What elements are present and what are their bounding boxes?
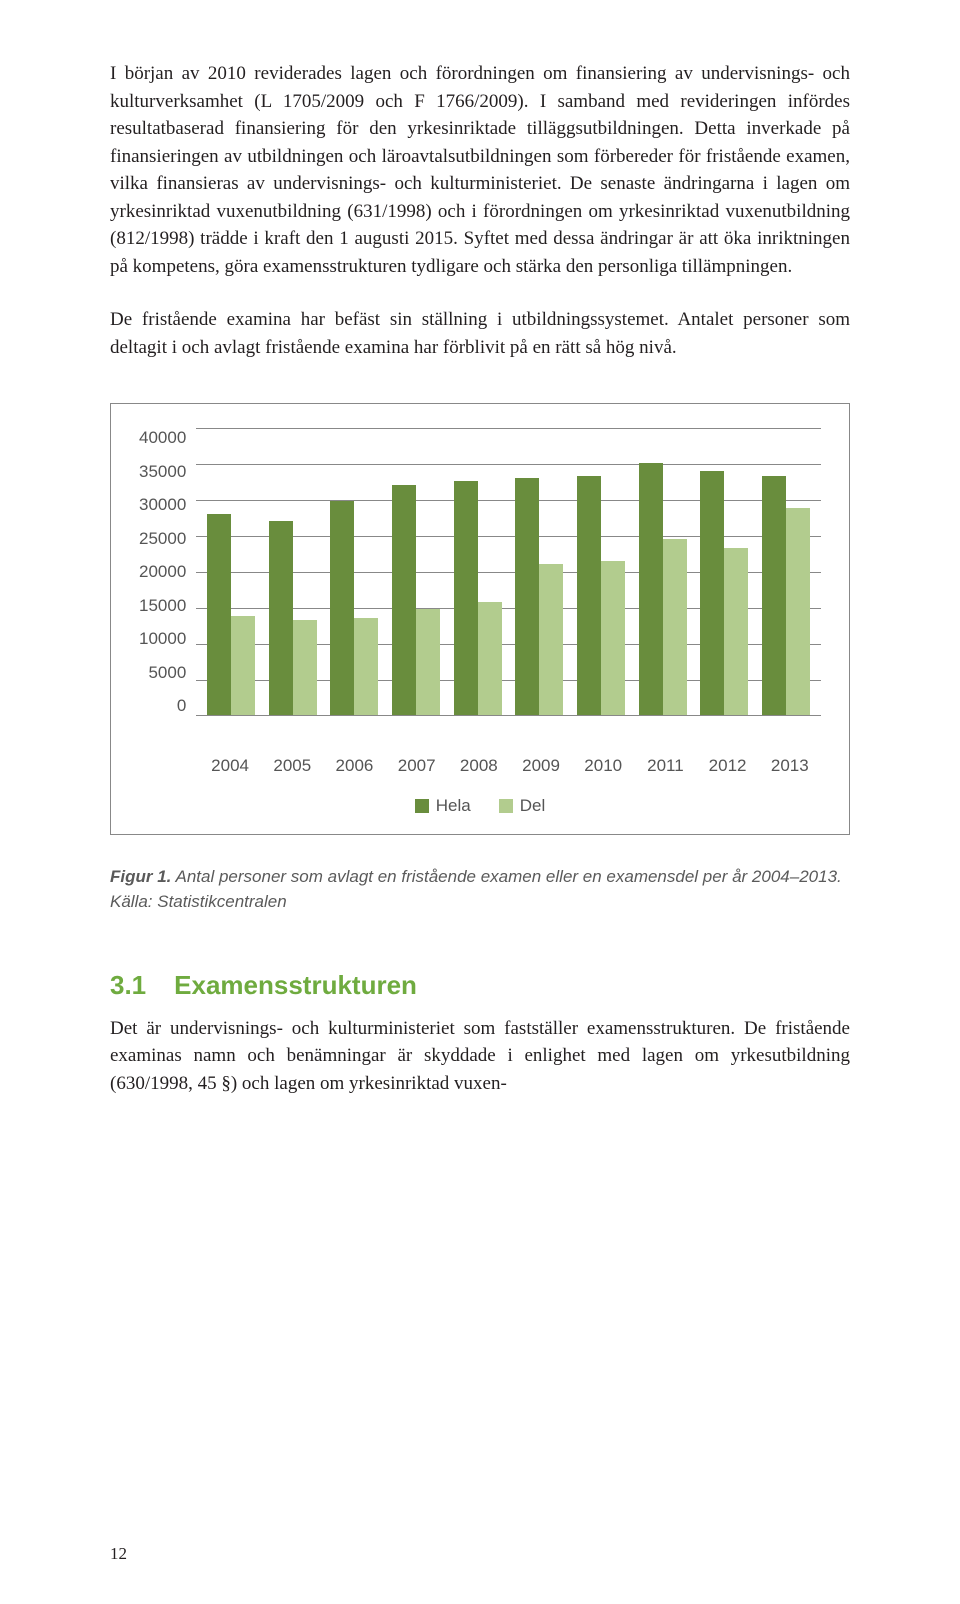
y-tick: 15000	[139, 596, 186, 616]
y-tick: 10000	[139, 629, 186, 649]
legend-label: Hela	[436, 796, 471, 816]
bar	[786, 508, 810, 715]
bar	[454, 481, 478, 715]
bar	[539, 564, 563, 715]
section-number: 3.1	[110, 970, 146, 1000]
bar	[700, 471, 724, 716]
section-body: Det är undervisnings- och kulturminister…	[110, 1015, 850, 1098]
bar	[762, 476, 786, 715]
plot-area	[196, 428, 821, 716]
bar	[724, 548, 748, 715]
bar	[577, 476, 601, 715]
bar-group	[515, 478, 563, 716]
paragraph-1: I början av 2010 reviderades lagen och f…	[110, 60, 850, 280]
section-title: Examensstrukturen	[174, 970, 417, 1000]
bar-group	[577, 476, 625, 715]
legend-swatch	[499, 799, 513, 813]
y-tick: 35000	[139, 462, 186, 482]
bar	[416, 609, 440, 716]
caption-lead: Figur 1.	[110, 867, 171, 886]
x-tick: 2012	[704, 756, 752, 776]
bar	[231, 616, 255, 715]
chart-legend: Hela Del	[139, 796, 821, 816]
bar	[354, 618, 378, 715]
bar-group	[269, 521, 317, 715]
x-tick: 2007	[393, 756, 441, 776]
x-tick: 2008	[455, 756, 503, 776]
x-axis-labels: 2004 2005 2006 2007 2008 2009 2010 2011 …	[139, 756, 821, 776]
bar	[207, 514, 231, 716]
bar	[269, 521, 293, 715]
y-tick: 0	[177, 696, 186, 716]
bar-group	[454, 481, 502, 715]
bar-group	[639, 463, 687, 715]
x-tick: 2010	[579, 756, 627, 776]
bar-group	[762, 476, 810, 715]
legend-item-del: Del	[499, 796, 546, 816]
bar-group	[207, 514, 255, 716]
legend-item-hela: Hela	[415, 796, 471, 816]
page-number: 12	[110, 1544, 127, 1564]
y-axis-labels: 40000 35000 30000 25000 20000 15000 1000…	[139, 428, 196, 716]
x-tick: 2006	[330, 756, 378, 776]
bar	[330, 501, 354, 716]
x-tick: 2004	[206, 756, 254, 776]
legend-label: Del	[520, 796, 546, 816]
x-tick: 2013	[766, 756, 814, 776]
bars	[196, 428, 821, 715]
bar	[639, 463, 663, 715]
caption-text: Antal personer som avlagt en fristående …	[110, 867, 842, 911]
y-tick: 20000	[139, 562, 186, 582]
x-tick: 2005	[268, 756, 316, 776]
bar	[293, 620, 317, 716]
bar	[392, 485, 416, 715]
bar-chart: 40000 35000 30000 25000 20000 15000 1000…	[110, 403, 850, 835]
paragraph-2: De fristående examina har befäst sin stä…	[110, 306, 850, 361]
y-tick: 5000	[148, 663, 186, 683]
y-tick: 25000	[139, 529, 186, 549]
y-tick: 30000	[139, 495, 186, 515]
bar	[515, 478, 539, 716]
bar	[478, 602, 502, 716]
bar-group	[330, 501, 378, 716]
bar-group	[392, 485, 440, 715]
figure-caption: Figur 1. Antal personer som avlagt en fr…	[110, 865, 850, 914]
y-tick: 40000	[139, 428, 186, 448]
bar	[663, 539, 687, 715]
x-tick: 2011	[641, 756, 689, 776]
legend-swatch	[415, 799, 429, 813]
x-tick: 2009	[517, 756, 565, 776]
bar-group	[700, 471, 748, 716]
bar	[601, 561, 625, 716]
section-heading: 3.1 Examensstrukturen	[110, 970, 850, 1001]
